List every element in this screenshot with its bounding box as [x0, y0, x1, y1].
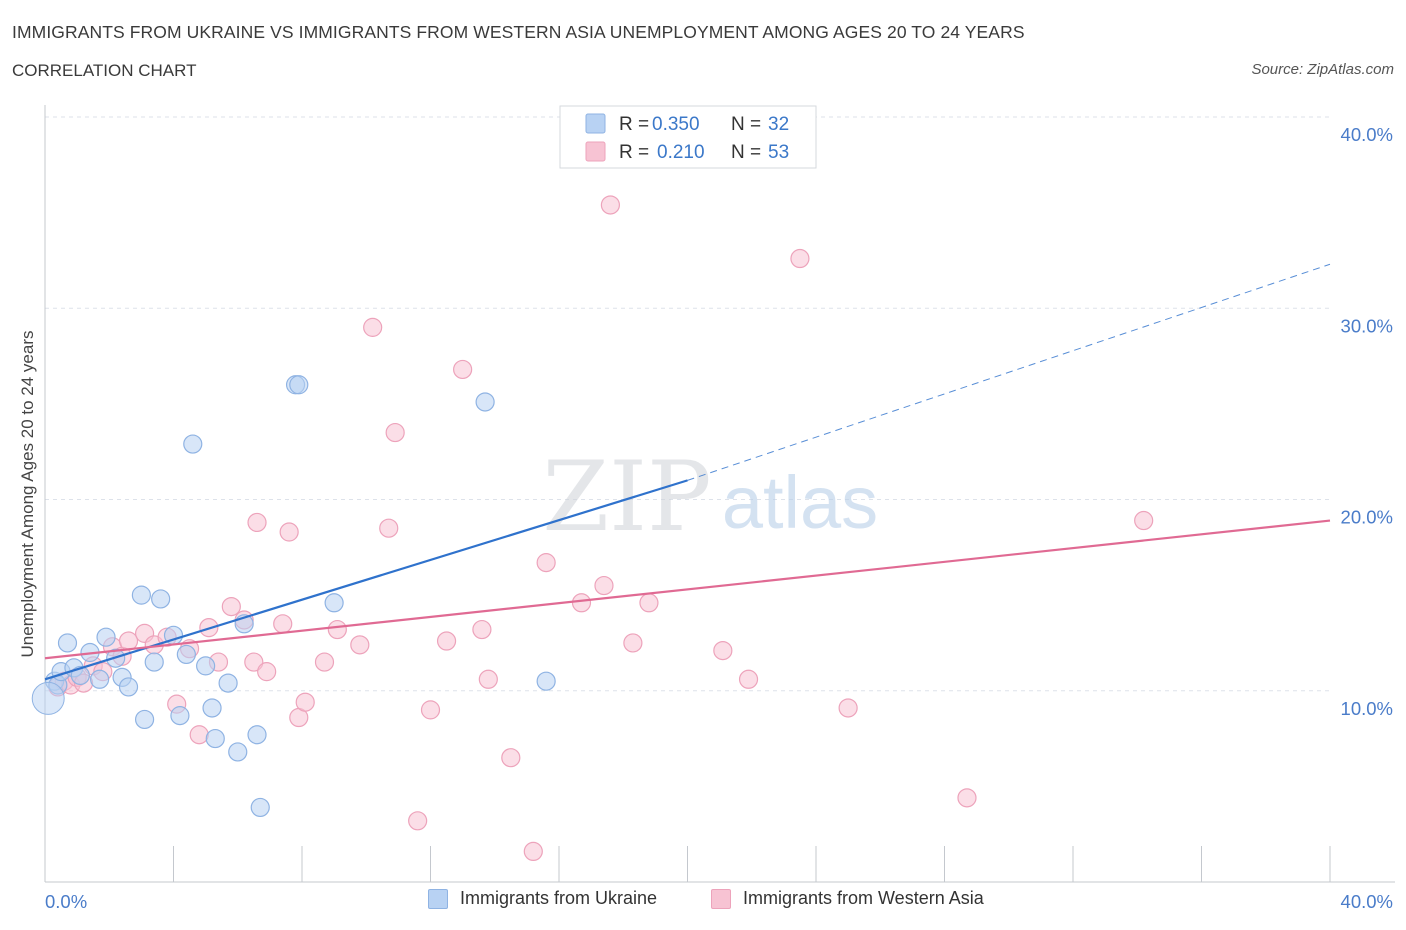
- point-ukraine: [289, 375, 309, 395]
- bottom-legend-swatch-western-asia: [711, 888, 731, 909]
- point-western-asia: [189, 725, 209, 745]
- y-tick-label: 10.0%: [1341, 698, 1393, 719]
- point-western-asia: [420, 700, 441, 720]
- point-ukraine: [202, 698, 222, 718]
- bottom-legend: Immigrants from Ukraine Immigrants from …: [0, 888, 1406, 916]
- point-western-asia: [350, 635, 370, 655]
- point-western-asia: [379, 518, 399, 538]
- point-western-asia: [314, 652, 335, 672]
- point-western-asia: [738, 669, 759, 689]
- point-ukraine: [151, 589, 171, 609]
- point-western-asia: [1134, 510, 1154, 531]
- point-ukraine: [134, 709, 155, 730]
- point-western-asia: [327, 619, 347, 640]
- y-tick-labels: 10.0% 20.0% 30.0% 40.0%: [1341, 124, 1393, 719]
- point-western-asia: [257, 662, 277, 682]
- x-tick-label: 40.0%: [1341, 891, 1393, 912]
- legend-n-value-western-asia: 53: [768, 142, 789, 163]
- point-ukraine: [183, 434, 203, 454]
- point-western-asia: [790, 248, 810, 269]
- point-western-asia: [279, 522, 299, 542]
- point-ukraine: [96, 627, 116, 647]
- legend-r-label-ukraine: R =: [619, 114, 649, 135]
- legend-n-label-western-asia: N =: [731, 142, 761, 163]
- chart-title: IMMIGRANTS FROM UKRAINE VS IMMIGRANTS FR…: [12, 22, 1025, 42]
- trend-lines: [44, 263, 1331, 681]
- point-western-asia: [363, 317, 383, 337]
- point-western-asia: [623, 633, 643, 653]
- point-ukraine: [196, 656, 216, 676]
- point-ukraine: [118, 677, 139, 697]
- bottom-legend-label-western-asia: Immigrants from Western Asia: [743, 888, 984, 908]
- point-ukraine: [536, 671, 556, 691]
- trend-line-ukraine-extension: [687, 263, 1331, 481]
- point-western-asia: [295, 692, 315, 712]
- point-western-asia: [536, 553, 556, 573]
- point-western-asia: [838, 698, 858, 718]
- point-ukraine: [176, 644, 196, 665]
- point-western-asia: [639, 593, 659, 613]
- point-western-asia: [118, 631, 139, 651]
- axes: [44, 105, 1395, 883]
- point-western-asia: [472, 619, 492, 640]
- y-tick-label: 30.0%: [1341, 315, 1393, 336]
- point-ukraine: [70, 665, 90, 686]
- watermark-atlas: atlas: [722, 461, 878, 544]
- point-western-asia: [713, 640, 733, 661]
- point-western-asia: [453, 359, 473, 380]
- bottom-legend-label-ukraine: Immigrants from Ukraine: [460, 888, 658, 908]
- point-ukraine: [228, 742, 248, 762]
- legend-r-label-western-asia: R =: [619, 142, 649, 163]
- legend-r-value-ukraine: 0.350: [652, 114, 700, 135]
- point-ukraine: [324, 593, 344, 613]
- watermark-zip: ZIP: [542, 441, 711, 553]
- series-ukraine-points: [31, 375, 556, 818]
- point-ukraine: [250, 797, 270, 818]
- point-ukraine: [144, 652, 164, 672]
- point-western-asia: [478, 669, 498, 689]
- bottom-legend-item-ukraine[interactable]: Immigrants from Ukraine: [428, 888, 657, 909]
- point-western-asia: [523, 841, 543, 862]
- point-ukraine: [131, 585, 151, 605]
- bottom-legend-item-western-asia[interactable]: Immigrants from Western Asia: [711, 888, 984, 909]
- point-western-asia: [436, 631, 457, 651]
- y-tick-label: 20.0%: [1341, 507, 1393, 528]
- watermark: ZIP atlas: [542, 441, 878, 553]
- legend-r-value-western-asia: 0.210: [657, 142, 705, 163]
- point-ukraine: [90, 669, 110, 689]
- point-western-asia: [600, 195, 621, 215]
- point-ukraine: [57, 633, 78, 653]
- x-tick-label: 0.0%: [45, 891, 87, 912]
- y-axis-label: Unemployment Among Ages 20 to 24 years: [18, 331, 37, 658]
- point-western-asia: [501, 748, 521, 768]
- point-western-asia: [221, 596, 241, 617]
- y-tick-label: 40.0%: [1341, 124, 1393, 145]
- legend-n-value-ukraine: 32: [768, 114, 789, 135]
- point-western-asia: [385, 422, 405, 443]
- point-ukraine: [475, 392, 495, 412]
- point-western-asia: [571, 593, 592, 613]
- point-western-asia: [244, 652, 264, 672]
- point-ukraine: [218, 673, 238, 693]
- x-tick-labels: 0.0% 40.0%: [45, 891, 1393, 912]
- point-western-asia: [594, 575, 614, 596]
- point-western-asia: [273, 614, 293, 634]
- point-western-asia: [247, 512, 267, 533]
- point-ukraine: [247, 725, 267, 745]
- point-western-asia: [408, 811, 428, 831]
- legend-swatch-western-asia: [585, 141, 606, 162]
- point-ukraine: [170, 706, 190, 726]
- source-credit: Source: ZipAtlas.com: [1251, 61, 1394, 78]
- trend-line-western-asia: [44, 519, 1331, 660]
- point-western-asia: [957, 788, 977, 808]
- legend-n-label-ukraine: N =: [731, 114, 761, 135]
- bottom-legend-swatch-ukraine: [428, 888, 448, 909]
- point-ukraine: [205, 728, 225, 749]
- point-ukraine-cluster: [31, 681, 65, 715]
- legend-box: R = 0.350 N = 32 R = 0.210 N = 53: [559, 105, 817, 169]
- chart-subtitle: CORRELATION CHART: [12, 61, 197, 80]
- legend-swatch-ukraine: [585, 113, 606, 134]
